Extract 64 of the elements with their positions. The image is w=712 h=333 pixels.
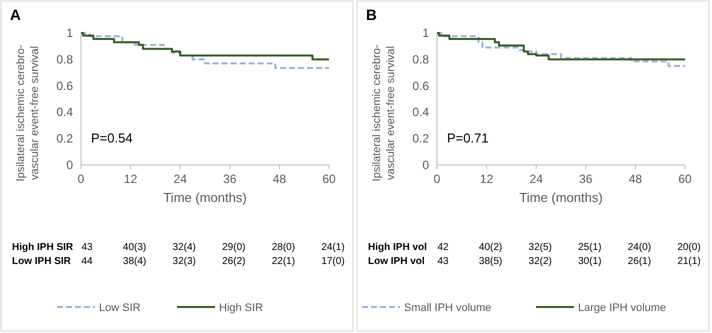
y-tick-label: 0.2 xyxy=(412,132,430,146)
y-tick-label: 0.4 xyxy=(56,105,74,120)
text: 40(2) xyxy=(478,242,502,253)
text: 24(0) xyxy=(628,242,652,253)
legend-label: Large IPH volume xyxy=(578,302,666,314)
chart-title: B xyxy=(366,7,377,24)
text: 21(1) xyxy=(677,256,701,267)
text: 30(1) xyxy=(578,256,602,267)
x-tick-label: 36 xyxy=(579,172,593,186)
x-tick-label: 48 xyxy=(628,172,642,186)
y-tick-label: 0.2 xyxy=(56,132,74,146)
text: Low IPH SIR xyxy=(12,256,72,267)
x-tick-label: 48 xyxy=(272,172,286,186)
text: 29(0) xyxy=(222,242,246,253)
text: 22(1) xyxy=(272,256,296,267)
y-axis-title: Ipsilateral ischemic cerebro- vascular event-free survival xyxy=(371,44,397,182)
text: 42 xyxy=(437,242,449,253)
text: High IPH vol xyxy=(368,242,428,253)
x-tick-label: 12 xyxy=(124,172,138,186)
text: 32(4) xyxy=(172,242,196,253)
text: 17(0) xyxy=(321,256,345,267)
y-tick-label: 0 xyxy=(66,158,74,172)
text: 38(4) xyxy=(122,256,146,267)
x-axis-title: Time (months) xyxy=(519,190,603,205)
text: 44 xyxy=(81,256,93,267)
x-axis-title: Time (months) xyxy=(163,190,247,205)
text: 24(1) xyxy=(321,242,345,253)
text: 26(2) xyxy=(222,256,246,267)
text: 20(0) xyxy=(677,242,701,253)
y-tick-label: 1 xyxy=(422,26,430,40)
y-axis-title: Ipsilateral ischemic cerebro- vascular event-free survival xyxy=(15,44,41,182)
text: Low IPH vol xyxy=(368,256,425,267)
legend-label: High SIR xyxy=(219,302,264,314)
x-tick-label: 36 xyxy=(223,172,237,186)
text: 32(5) xyxy=(528,242,552,253)
text: 25(1) xyxy=(578,242,602,253)
text: 28(0) xyxy=(272,242,296,253)
x-tick-label: 0 xyxy=(434,172,441,186)
text: 43 xyxy=(437,256,449,267)
chart-title: A xyxy=(10,7,21,24)
y-tick-label: 0.4 xyxy=(412,105,430,120)
legend-label: Small IPH volume xyxy=(404,302,492,314)
legend-label: Low SIR xyxy=(99,302,141,314)
text: 32(2) xyxy=(528,256,552,267)
text: 40(3) xyxy=(122,242,146,253)
text: High IPH SIR xyxy=(12,242,74,253)
y-tick-label: 0.8 xyxy=(56,52,74,66)
text: 26(1) xyxy=(628,256,652,267)
x-tick-label: 12 xyxy=(480,172,494,186)
x-tick-label: 60 xyxy=(322,172,336,186)
text: 43 xyxy=(81,242,93,253)
y-tick-label: 0.6 xyxy=(56,78,74,93)
text: 38(5) xyxy=(478,256,502,267)
text: 32(3) xyxy=(172,256,196,267)
y-tick-label: 0 xyxy=(422,158,430,172)
x-tick-label: 60 xyxy=(678,172,692,186)
x-tick-label: 0 xyxy=(78,172,85,186)
y-tick-label: 1 xyxy=(66,26,74,40)
annotation: P=0.54 xyxy=(91,130,133,146)
y-tick-label: 0.6 xyxy=(412,78,430,93)
x-tick-label: 24 xyxy=(530,172,544,186)
x-tick-label: 24 xyxy=(174,172,188,186)
y-tick-label: 0.8 xyxy=(412,52,430,66)
annotation: P=0.71 xyxy=(447,130,489,146)
